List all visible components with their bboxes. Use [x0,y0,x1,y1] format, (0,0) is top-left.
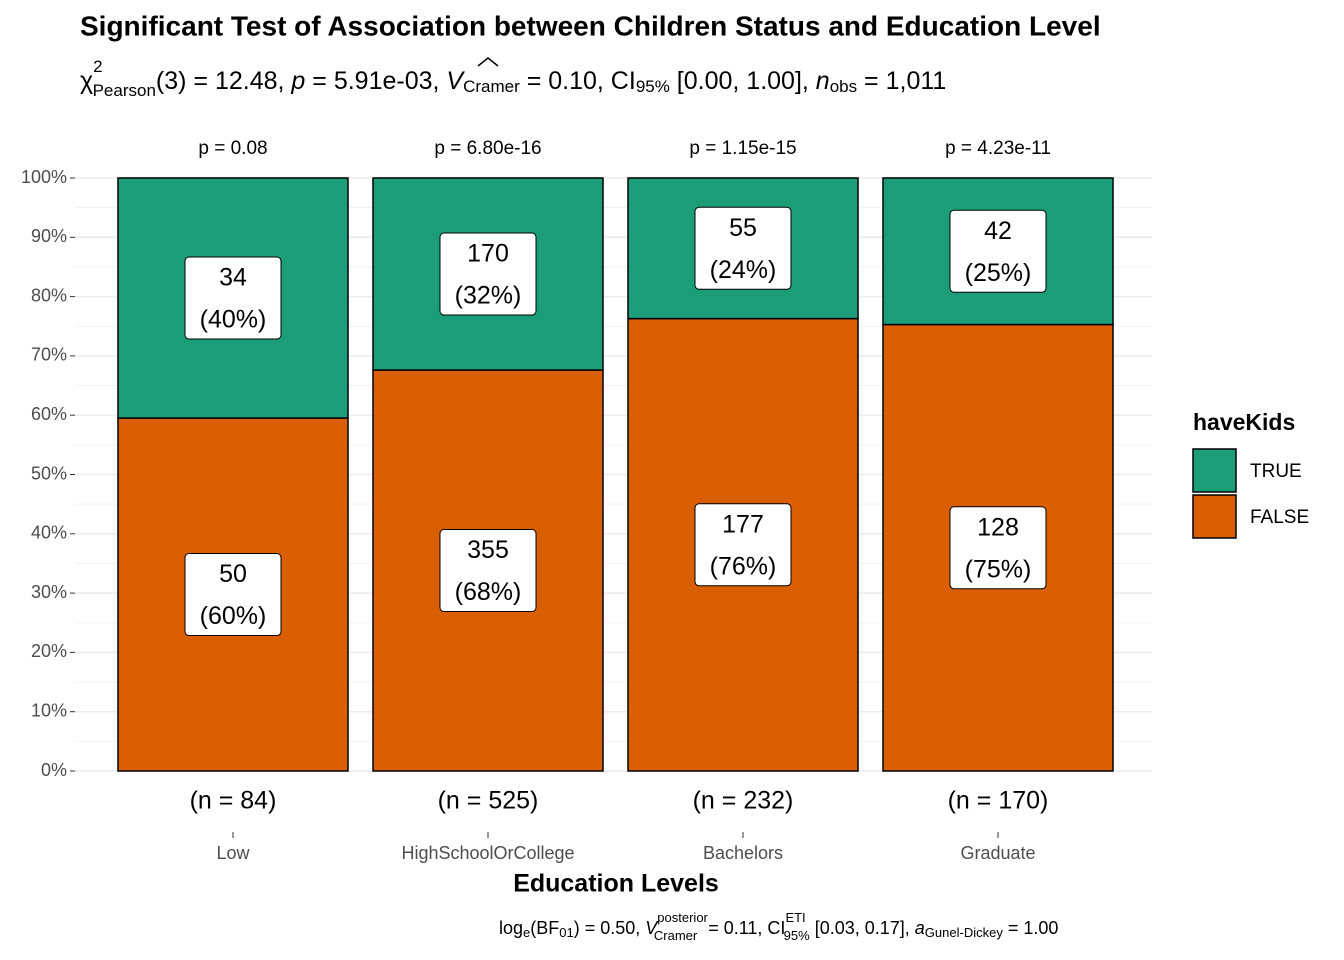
subtitle-part: V [446,67,465,95]
caption-part: log [499,918,523,938]
legend-label: FALSE [1250,507,1309,528]
caption-part: [0.03, 0.17], [810,918,915,938]
y-tick-label: 0% [41,760,67,780]
subtitle-part: 2 [93,57,102,76]
hat [477,57,499,67]
caption-part: V [645,918,659,938]
subtitle-part: Pearson [93,81,156,100]
p-label: p = 4.23e-11 [945,138,1051,159]
y-tick-label: 100% [21,167,67,187]
n-label: (n = 232) [693,787,794,815]
x-tick-label: Graduate [960,843,1035,863]
x-tick-label: HighSchoolOrCollege [401,843,574,863]
legend-label: TRUE [1250,461,1302,482]
legend-title: haveKids [1193,409,1295,435]
count-label: 42 [984,217,1012,245]
percent-label: (24%) [710,256,777,284]
n-label: (n = 525) [438,787,539,815]
caption-part: 95% [784,928,810,943]
caption-part: a [915,918,925,938]
label-box [694,503,792,587]
caption-part: Cramer [654,928,698,943]
count-label: 128 [977,513,1019,541]
percent-label: (25%) [965,259,1032,287]
count-label: 50 [219,560,247,588]
y-tick-label: 20% [31,641,67,661]
subtitle-part: = 0.10, CI [520,67,636,95]
subtitle-part: 95% [636,77,670,96]
n-label: (n = 84) [190,787,277,815]
percent-label: (32%) [455,282,522,310]
caption-part: Gunel-Dickey [925,925,1004,940]
x-tick-label: Bachelors [703,843,783,863]
y-tick-label: 70% [31,345,67,365]
subtitle-part: (3) = 12.48, [156,67,292,95]
percent-label: (60%) [200,602,267,630]
label-box [949,209,1047,293]
subtitle-part: obs [830,77,857,96]
y-tick-label: 30% [31,582,67,602]
caption-part: (BF [530,918,559,938]
y-tick-label: 50% [31,463,67,483]
count-label: 34 [219,264,247,292]
chart-title: Significant Test of Association between … [80,10,1101,41]
legend-key [1192,494,1237,539]
caption-part: posterior [657,910,708,925]
label-box [694,206,792,290]
y-tick-label: 40% [31,523,67,543]
subtitle-part: = 5.91e-03, [305,67,446,95]
subtitle-part: Cramer [463,77,520,96]
caption-part: e [523,925,530,940]
label-box [439,529,537,613]
label-box [184,256,282,340]
label-box [439,232,537,316]
subtitle-part: χ [80,67,93,95]
p-label: p = 1.15e-15 [689,138,796,159]
caption-part: ETI [785,910,805,925]
count-label: 55 [729,214,757,242]
count-label: 170 [467,240,509,268]
subtitle-part: n [816,67,830,95]
subtitle-part: [0.00, 1.00], [670,67,816,95]
x-tick-label: Low [216,843,250,863]
label-box [184,553,282,637]
percent-label: (68%) [455,578,522,606]
chart-subtitle: χ2 Pearson(3) = 12.48, p = 5.91e-03, VCra… [80,57,946,100]
count-label: 177 [722,510,764,538]
p-label: p = 6.80e-16 [434,138,541,159]
percent-label: (40%) [200,306,267,334]
subtitle-part: = 1,011 [857,67,946,95]
y-tick-label: 60% [31,404,67,424]
label-box [949,506,1047,590]
n-label: (n = 170) [948,787,1049,815]
percent-label: (76%) [710,552,777,580]
caption-part: 01 [559,925,573,940]
p-label: p = 0.08 [198,138,267,159]
y-tick-label: 90% [31,226,67,246]
x-axis-title: Education Levels [513,870,719,898]
caption-part: ) = 0.50, [574,918,646,938]
y-tick-label: 10% [31,700,67,720]
caption: loge(BF01) = 0.50, Vposterior Cramer = 0.… [499,910,1058,943]
y-tick-label: 80% [31,285,67,305]
caption-part: = 0.11, CI [703,918,785,938]
subtitle-part: p [290,67,305,95]
legend-key [1192,448,1237,493]
percent-label: (75%) [965,555,1032,583]
caption-part: = 1.00 [1003,918,1059,938]
count-label: 355 [467,536,509,564]
